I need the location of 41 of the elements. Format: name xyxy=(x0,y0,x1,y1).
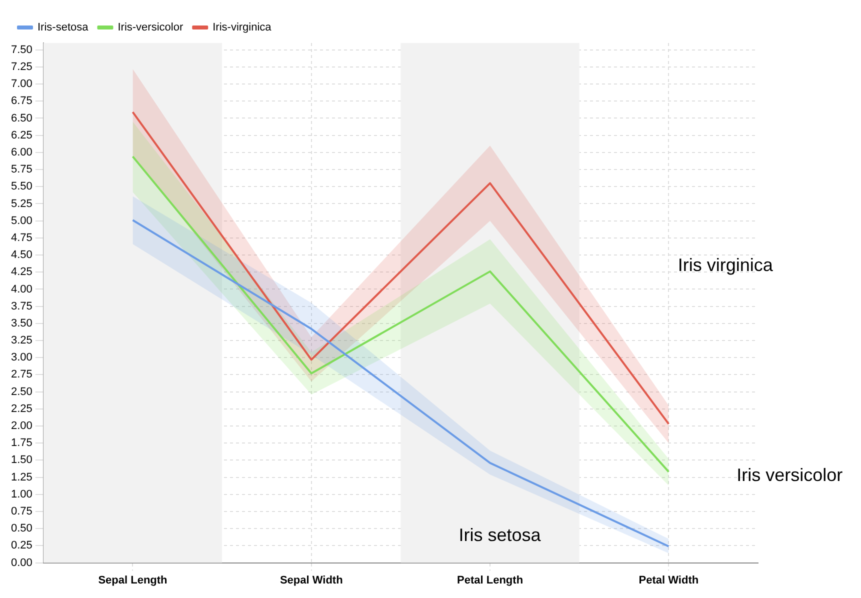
y-tick-label: 7.50 xyxy=(10,44,32,56)
x-tick-label: Sepal Width xyxy=(280,574,344,586)
y-tick-label: 1.25 xyxy=(10,471,32,484)
y-tick-label: 4.50 xyxy=(10,249,32,262)
y-tick-label: 5.50 xyxy=(10,180,32,193)
y-tick-label: 5.25 xyxy=(10,198,32,210)
legend-label: Iris-versicolor xyxy=(118,22,184,34)
y-tick-label: 3.25 xyxy=(10,334,32,347)
y-tick-label: 2.25 xyxy=(10,402,32,415)
y-tick-label: 6.00 xyxy=(10,146,32,158)
y-tick-label: 1.00 xyxy=(10,488,32,500)
y-tick-label: 2.75 xyxy=(10,368,32,381)
annotation: Iris virginica xyxy=(678,254,774,275)
y-tick-label: 1.50 xyxy=(10,454,32,466)
y-tick-label: 5.00 xyxy=(10,214,32,227)
y-tick-label: 0.50 xyxy=(10,522,32,535)
y-tick-label: 3.00 xyxy=(10,352,32,364)
y-tick-label: 6.50 xyxy=(10,112,32,124)
y-tick-label: 6.25 xyxy=(10,129,32,142)
y-tick-label: 0.25 xyxy=(10,540,32,552)
y-tick-label: 0.75 xyxy=(10,506,32,518)
y-tick-label: 4.75 xyxy=(10,232,32,244)
x-tick-label: Sepal Length xyxy=(98,574,168,586)
y-tick-label: 4.00 xyxy=(10,283,32,296)
legend-label: Iris-virginica xyxy=(212,22,272,34)
y-tick-label: 3.75 xyxy=(10,300,32,312)
y-tick-label: 1.75 xyxy=(10,437,32,450)
y-tick-label: 4.25 xyxy=(10,266,32,278)
y-tick-label: 6.75 xyxy=(10,95,32,108)
x-tick-label: Petal Length xyxy=(457,574,524,586)
y-tick-label: 7.00 xyxy=(10,78,32,90)
annotation: Iris setosa xyxy=(458,524,542,545)
y-tick-label: 2.50 xyxy=(10,386,32,398)
y-tick-label: 2.00 xyxy=(10,420,32,432)
y-tick-label: 3.50 xyxy=(10,317,32,330)
legend-label: Iris-setosa xyxy=(38,22,90,34)
x-tick-label: Petal Width xyxy=(638,574,699,586)
y-tick-label: 5.75 xyxy=(10,164,32,176)
y-tick-label: 7.25 xyxy=(10,60,32,73)
y-tick-label: 0.00 xyxy=(10,556,32,569)
annotation: Iris versicolor xyxy=(736,464,843,485)
